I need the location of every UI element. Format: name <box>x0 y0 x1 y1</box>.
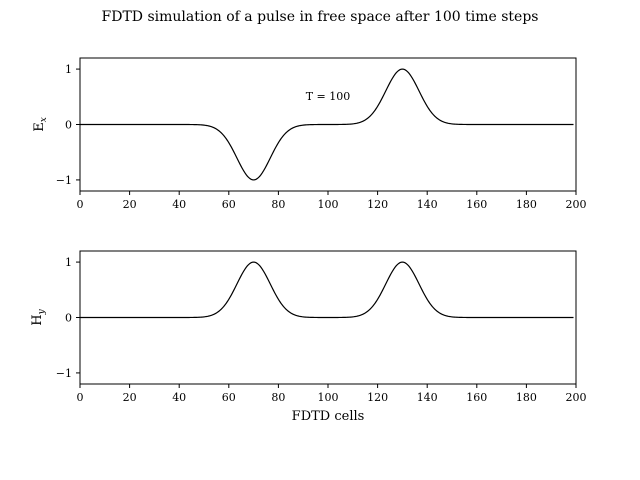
x-axis-label: FDTD cells <box>292 409 365 424</box>
hy-y-tick-label: 0 <box>65 312 72 325</box>
ex-y-tick-label: 1 <box>65 63 72 76</box>
hy-x-tick-label: 0 <box>77 391 84 404</box>
hy-subplot: −101 0 20 40 60 80 100 120 140 160 180 200 Hy FDTD… <box>30 250 587 424</box>
ex-x-tick-label: 0 <box>77 198 84 211</box>
ex-x-tick-label: 100 <box>318 198 339 211</box>
ex-y-ticks: −1 0 1 <box>56 63 80 187</box>
ex-line <box>80 68 574 181</box>
hy-x-tick-label: 200 <box>566 391 587 404</box>
ex-x-tick-label: 80 <box>271 198 285 211</box>
ex-x-ticks: 0 20 40 60 80 100 120 140 160 180 200 <box>77 191 587 211</box>
hy-x-tick-label: 80 <box>271 391 285 404</box>
ex-x-tick-label: 140 <box>417 198 438 211</box>
hy-x-tick-label: 160 <box>466 391 487 404</box>
hy-x-tick-label: 20 <box>123 391 137 404</box>
ex-annotation: T = 100 <box>306 90 351 103</box>
hy-y-tick-label: 1 <box>65 256 72 269</box>
ex-x-tick-label: 180 <box>516 198 537 211</box>
hy-x-tick-label: 100 <box>318 391 339 404</box>
ex-x-tick-label: 60 <box>222 198 236 211</box>
hy-y-ticks: −1 0 1 <box>56 256 80 380</box>
hy-x-tick-label: 60 <box>222 391 236 404</box>
ex-x-tick-label: 20 <box>123 198 137 211</box>
figure-title: FDTD simulation of a pulse in free space… <box>102 9 539 25</box>
ex-y-tick-label: 0 <box>65 119 72 132</box>
ex-x-tick-label: 120 <box>367 198 388 211</box>
hy-line <box>80 261 574 319</box>
ex-subplot: −101 0 20 40 60 80 100 120 140 160 180 200 T = 100… <box>32 57 587 211</box>
ex-x-tick-label: 40 <box>172 198 186 211</box>
hy-y-axis-label: Hy <box>30 308 47 325</box>
hy-x-tick-label: 120 <box>367 391 388 404</box>
hy-x-tick-label: 40 <box>172 391 186 404</box>
ex-y-tick-label: −1 <box>56 174 72 187</box>
ex-y-axis-label: Ex <box>32 117 49 132</box>
ex-x-tick-label: 200 <box>566 198 587 211</box>
hy-x-tick-label: 140 <box>417 391 438 404</box>
ex-x-tick-label: 160 <box>466 198 487 211</box>
hy-x-ticks: 0 20 40 60 80 100 120 140 160 180 200 <box>77 384 587 404</box>
hy-y-tick-label: −1 <box>56 367 72 380</box>
hy-x-tick-label: 180 <box>516 391 537 404</box>
